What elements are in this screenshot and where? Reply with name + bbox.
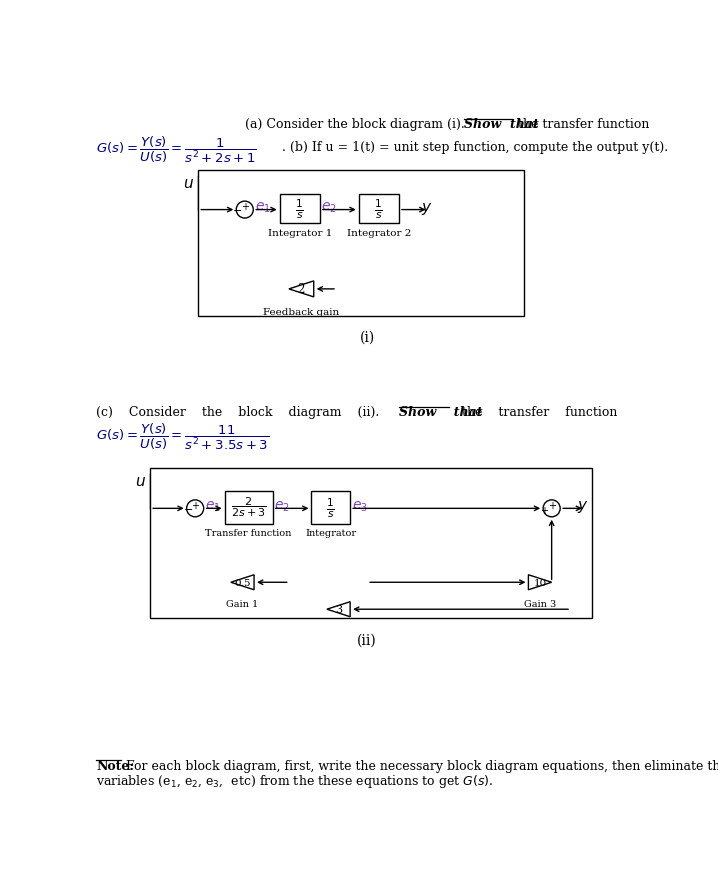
Text: −: −: [233, 207, 243, 216]
Bar: [279, 195, 320, 224]
Text: (ii): (ii): [358, 633, 377, 646]
Text: $\dfrac{2}{2s+3}$: $\dfrac{2}{2s+3}$: [230, 494, 266, 519]
Text: $\frac{1}{s}$: $\frac{1}{s}$: [295, 197, 304, 221]
Text: $e_1$: $e_1$: [255, 200, 271, 215]
Text: $e_3$: $e_3$: [352, 499, 368, 513]
Bar: [359, 195, 399, 224]
Text: $G(s) = \dfrac{Y(s)}{U(s)} = \dfrac{1}{s^2 + 2s + 1}$: $G(s) = \dfrac{Y(s)}{U(s)} = \dfrac{1}{s…: [96, 135, 256, 165]
Text: Note:: Note:: [96, 760, 134, 772]
Text: −: −: [184, 504, 193, 515]
Text: (c)    Consider    the    block    diagram    (ii).: (c) Consider the block diagram (ii).: [96, 406, 391, 418]
Circle shape: [543, 501, 560, 518]
Text: variables (e$_1$, e$_2$, e$_3$,  etc) from the these equations to get $G(s)$.: variables (e$_1$, e$_2$, e$_3$, etc) fro…: [96, 772, 493, 789]
Text: Integrator: Integrator: [305, 528, 356, 538]
Text: $u$: $u$: [183, 176, 195, 190]
Text: 10: 10: [533, 578, 546, 587]
Text: Integrator 1: Integrator 1: [268, 229, 332, 238]
Text: +: +: [241, 202, 248, 212]
Text: Feedback gain: Feedback gain: [264, 308, 340, 316]
Text: the    transfer    function: the transfer function: [450, 406, 617, 418]
Text: . (b) If u = 1(t) = unit step function, compute the output y(t).: . (b) If u = 1(t) = unit step function, …: [282, 141, 668, 154]
Text: $y$: $y$: [577, 499, 589, 515]
Text: the transfer function: the transfer function: [513, 118, 649, 131]
Circle shape: [236, 202, 253, 219]
Text: Integrator 2: Integrator 2: [347, 229, 411, 238]
Text: $y$: $y$: [421, 200, 432, 216]
Polygon shape: [289, 282, 314, 298]
Text: +: +: [548, 501, 556, 510]
Text: For each block diagram, first, write the necessary block diagram equations, then: For each block diagram, first, write the…: [122, 760, 718, 772]
Text: $e_2$: $e_2$: [274, 499, 290, 513]
Text: (a) Consider the block diagram (i).: (a) Consider the block diagram (i).: [245, 118, 469, 131]
Text: $\frac{1}{s}$: $\frac{1}{s}$: [374, 197, 383, 221]
Text: 0.5: 0.5: [234, 578, 251, 587]
Bar: [150, 468, 592, 619]
Text: $\frac{1}{s}$: $\frac{1}{s}$: [327, 495, 335, 519]
Bar: [225, 492, 273, 524]
Text: Show  that: Show that: [464, 118, 538, 131]
Text: Show    that: Show that: [399, 406, 482, 418]
Text: $e_2$: $e_2$: [322, 200, 337, 215]
Polygon shape: [230, 575, 254, 590]
Bar: [312, 492, 350, 524]
Text: +: +: [191, 501, 199, 510]
Text: $G(s) = \dfrac{Y(s)}{U(s)} = \dfrac{11}{s^2 + 3.5s + 3}$: $G(s) = \dfrac{Y(s)}{U(s)} = \dfrac{11}{…: [96, 421, 269, 451]
Text: Gain 3: Gain 3: [524, 600, 556, 609]
Text: 2: 2: [298, 283, 305, 296]
Text: 3: 3: [335, 604, 342, 614]
Polygon shape: [327, 602, 350, 617]
Bar: [198, 171, 523, 316]
Text: $e_1$: $e_1$: [205, 499, 221, 513]
Polygon shape: [528, 575, 551, 590]
Text: +: +: [540, 505, 548, 515]
Text: Transfer function: Transfer function: [205, 528, 292, 538]
Text: Gain 1: Gain 1: [226, 600, 258, 609]
Circle shape: [187, 501, 204, 518]
Text: $u$: $u$: [135, 475, 146, 489]
Text: (i): (i): [360, 330, 375, 344]
